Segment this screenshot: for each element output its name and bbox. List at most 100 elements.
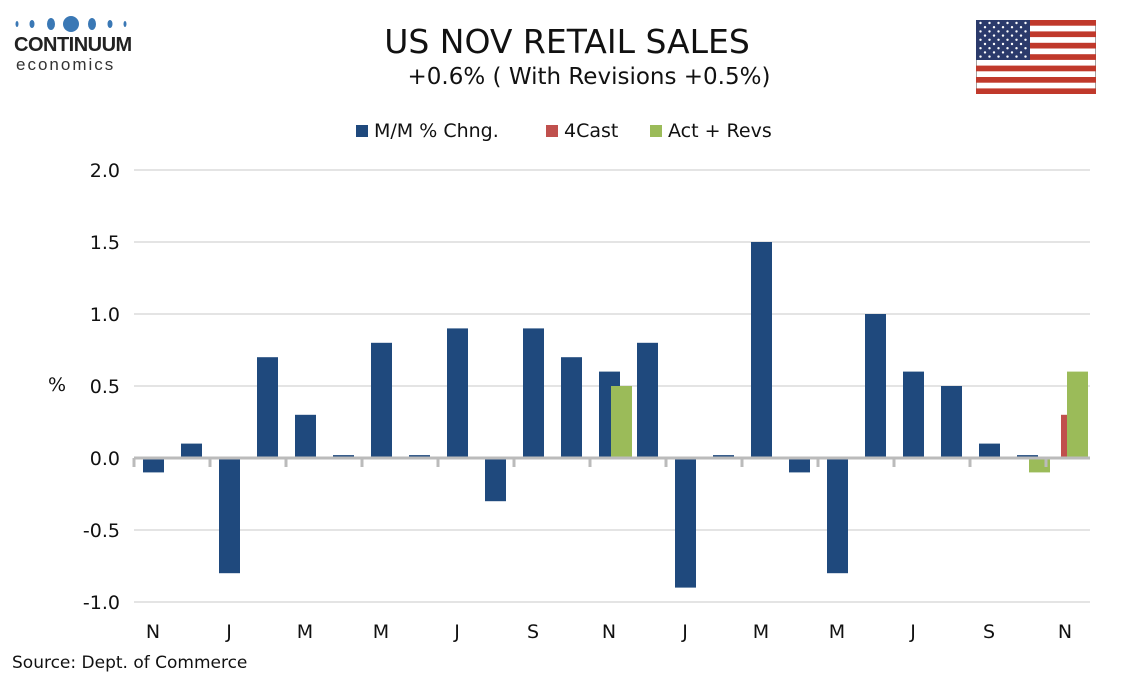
- star: [988, 55, 991, 58]
- chart-title: US NOV RETAIL SALES: [384, 22, 750, 61]
- star: [997, 30, 1000, 33]
- x-tick-label: M: [297, 621, 313, 643]
- y-tick-label: 2.0: [90, 160, 120, 182]
- star: [992, 51, 996, 54]
- legend-item-mm: M/M % Chng.: [356, 120, 499, 142]
- us-flag-icon: [976, 20, 1096, 94]
- star: [988, 47, 991, 50]
- y-tick-label: 0.5: [90, 376, 120, 398]
- star: [988, 21, 991, 25]
- x-tick-label: N: [1058, 621, 1072, 643]
- star: [979, 21, 982, 25]
- star: [1015, 38, 1018, 41]
- star: [1006, 30, 1009, 33]
- bar-m-m-chng-: [979, 443, 1000, 458]
- legend-item-4cast: 4Cast: [546, 120, 618, 142]
- star: [1006, 38, 1009, 41]
- star: [1024, 55, 1027, 58]
- bar-m-m-chng-: [903, 371, 924, 458]
- star: [1024, 21, 1027, 25]
- bar-act-revs: [1067, 371, 1088, 458]
- x-tick-label: M: [753, 621, 769, 643]
- bar-m-m-chng-: [485, 458, 506, 502]
- star: [1015, 30, 1018, 33]
- star: [992, 42, 996, 46]
- bar-m-m-chng-: [941, 386, 962, 458]
- y-tick-label: -1.0: [83, 592, 120, 614]
- star: [1010, 51, 1014, 54]
- star: [1024, 30, 1027, 33]
- star: [1024, 38, 1027, 41]
- bar-m-m-chng-: [789, 458, 810, 473]
- bar-m-m-chng-: [865, 314, 886, 458]
- bar-m-m-chng-: [561, 357, 582, 458]
- star: [992, 26, 996, 29]
- legend-item-actrevs: Act + Revs: [650, 120, 772, 142]
- star: [983, 42, 987, 46]
- y-tick-label: 1.0: [90, 304, 120, 326]
- star: [1001, 42, 1005, 46]
- star: [1019, 34, 1023, 37]
- chart-subtitle: +0.6% ( With Revisions +0.5%): [407, 64, 771, 90]
- bar-m-m-chng-: [371, 342, 392, 458]
- logo-name: CONTINUUM: [14, 34, 132, 56]
- bar-act-revs: [611, 386, 632, 458]
- x-tick-label: N: [146, 621, 160, 643]
- logo-dots-icon: [15, 16, 127, 32]
- star: [983, 26, 987, 29]
- bar-m-m-chng-: [447, 328, 468, 458]
- bar-m-m-chng-: [143, 458, 164, 473]
- bar-m-m-chng-: [637, 342, 658, 458]
- star: [979, 38, 982, 41]
- star: [979, 47, 982, 50]
- x-tick-label: J: [909, 621, 916, 643]
- star: [1001, 51, 1005, 54]
- star: [979, 30, 982, 33]
- y-axis-label: %: [48, 374, 67, 396]
- bar-m-m-chng-: [295, 414, 316, 458]
- bar-m-m-chng-: [523, 328, 544, 458]
- star: [1015, 47, 1018, 50]
- y-tick-label: 1.5: [90, 232, 120, 254]
- star: [1006, 21, 1009, 25]
- star: [1006, 55, 1009, 58]
- star: [988, 38, 991, 41]
- source-note: Source: Dept. of Commerce: [12, 653, 248, 673]
- star: [1010, 42, 1014, 46]
- star: [988, 30, 991, 33]
- star: [997, 55, 1000, 58]
- star: [1019, 51, 1023, 54]
- star: [992, 34, 996, 37]
- bar-m-m-chng-: [257, 357, 278, 458]
- star: [997, 47, 1000, 50]
- star: [1010, 26, 1014, 29]
- star: [1024, 47, 1027, 50]
- x-tick-label: M: [829, 621, 845, 643]
- x-tick-label: S: [527, 621, 539, 643]
- y-tick-label: -0.5: [83, 520, 120, 542]
- x-tick-label: J: [225, 621, 232, 643]
- legend-label: M/M % Chng.: [374, 120, 499, 142]
- bar-m-m-chng-: [751, 242, 772, 458]
- x-tick-label: J: [681, 621, 688, 643]
- star: [1006, 47, 1009, 50]
- star: [1019, 26, 1023, 29]
- x-tick-label: J: [453, 621, 460, 643]
- x-tick-label: M: [373, 621, 389, 643]
- legend-label: 4Cast: [564, 120, 619, 142]
- star: [1019, 42, 1023, 46]
- star: [979, 55, 982, 58]
- bar-m-m-chng-: [675, 458, 696, 588]
- star: [983, 34, 987, 37]
- star: [997, 38, 1000, 41]
- bar-m-m-chng-: [181, 443, 202, 458]
- star: [1001, 34, 1005, 37]
- star: [1015, 55, 1018, 58]
- y-tick-label: 0.0: [90, 448, 120, 470]
- x-tick-label: S: [983, 621, 995, 643]
- star: [983, 51, 987, 54]
- bar-m-m-chng-: [219, 458, 240, 574]
- star: [1001, 26, 1005, 29]
